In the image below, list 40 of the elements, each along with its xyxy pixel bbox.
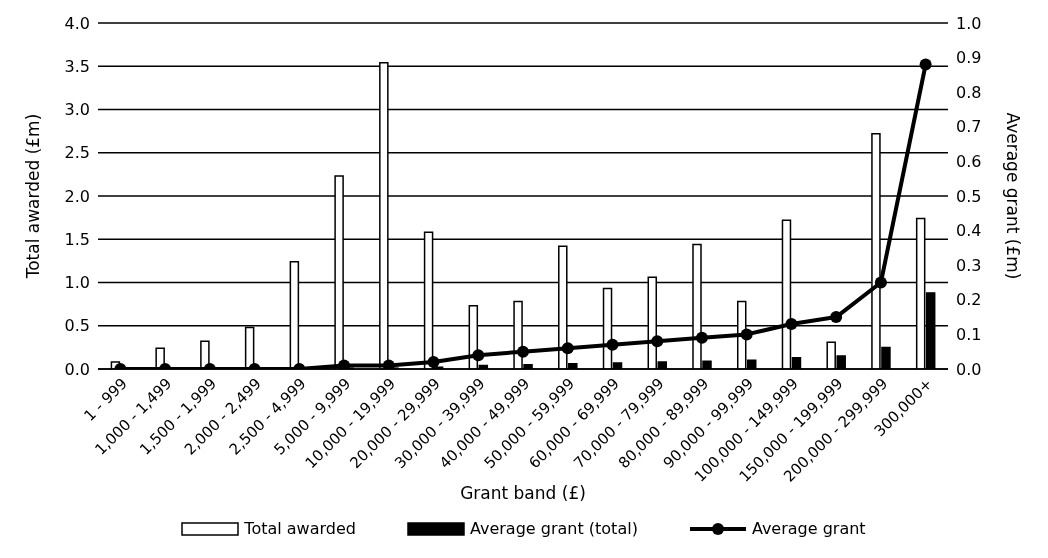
point — [651, 335, 664, 348]
point — [740, 328, 753, 341]
y2-tick-label: 0.7 — [956, 117, 982, 137]
point — [338, 359, 351, 369]
point — [382, 359, 395, 369]
y-axis-title: Total awarded (£m) — [23, 113, 44, 280]
y2-tick-label: 0.1 — [956, 325, 982, 345]
y2-tick-label: 0.9 — [956, 48, 982, 68]
point — [606, 338, 619, 351]
y-tick-label: 0.5 — [64, 316, 90, 336]
legend-label: Average grant (total) — [469, 519, 638, 538]
y-tick-label: 4.0 — [64, 13, 90, 33]
y-tick-label: 2.0 — [64, 186, 90, 206]
point — [919, 58, 932, 71]
legend-label: Average grant — [751, 519, 866, 538]
y-tick-label: 1.5 — [64, 229, 90, 249]
y2-axis-title: Average grant (£m) — [1002, 112, 1023, 280]
y2-tick-label: 0.0 — [956, 359, 982, 379]
point — [427, 356, 440, 369]
y2-tick-label: 0.5 — [956, 186, 982, 206]
y-tick-label: 3.0 — [64, 100, 90, 120]
y-tick-label: 2.5 — [64, 143, 90, 163]
y2-tick-label: 0.6 — [956, 152, 982, 172]
point — [785, 318, 798, 331]
y2-tick-label: 0.4 — [956, 221, 982, 241]
x-axis-title: Grant band (£) — [460, 483, 586, 503]
y2-tick-label: 0.2 — [956, 290, 982, 310]
legend-label: Total awarded — [244, 519, 356, 538]
point — [472, 349, 485, 362]
point — [561, 342, 574, 355]
point — [830, 311, 843, 324]
point — [517, 345, 529, 358]
y2-tick-label: 0.3 — [956, 255, 982, 275]
y-tick-label: 0.0 — [64, 359, 90, 379]
point — [874, 276, 887, 289]
y-tick-label: 3.5 — [64, 56, 90, 76]
point — [695, 331, 708, 344]
y2-tick-label: 0.8 — [956, 82, 982, 102]
y2-tick-label: 1.0 — [956, 13, 982, 33]
y-tick-label: 1.0 — [64, 273, 90, 293]
